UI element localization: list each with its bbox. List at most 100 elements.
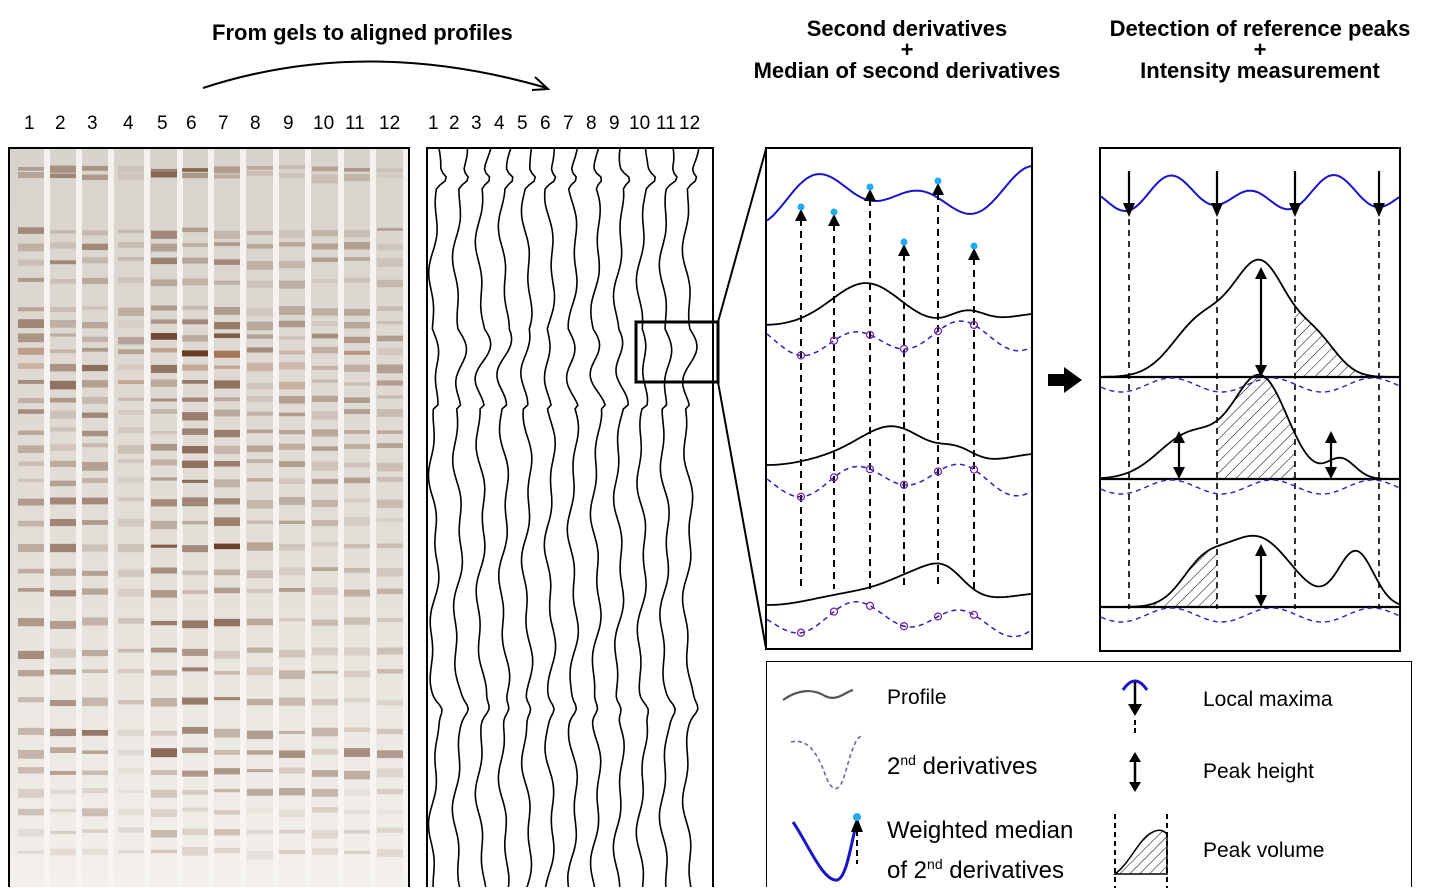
gel-band (18, 749, 44, 759)
gel-band (377, 335, 403, 342)
gel-band (279, 788, 305, 796)
gel-band (312, 347, 338, 354)
gel-band (247, 570, 273, 579)
gel-band (118, 569, 144, 578)
gel-band (151, 333, 177, 340)
gel-band (247, 750, 273, 755)
gel-band (214, 230, 240, 239)
gel-band (50, 590, 76, 597)
gel-band (18, 650, 44, 660)
gel-band (151, 477, 177, 481)
gel-band (312, 243, 338, 250)
gel-band (214, 728, 240, 738)
gel-band (182, 257, 208, 264)
gel-band (377, 827, 403, 833)
second-derivatives-panel (765, 147, 1033, 650)
second-derivative-curve (767, 320, 1031, 357)
gel-band (18, 347, 44, 355)
gel-band (82, 649, 108, 657)
gel-band (182, 172, 208, 179)
gel-band (18, 243, 44, 252)
right-arrow-icon (1048, 367, 1082, 393)
gel-band (214, 697, 240, 701)
gel-band (50, 480, 76, 487)
derivative-point (899, 622, 909, 631)
profile-line (658, 149, 678, 887)
gel-band (151, 520, 177, 530)
gel-lane-gap (273, 149, 279, 887)
gel-band (279, 461, 305, 467)
gel-band (18, 171, 44, 179)
gel-band (344, 462, 370, 468)
gel-band (151, 305, 177, 311)
gel-band (182, 520, 208, 525)
gel-band (377, 462, 403, 472)
gel-band (377, 174, 403, 178)
gel-band (151, 364, 177, 373)
gel-band (151, 243, 177, 252)
gel-band (182, 278, 208, 286)
gel-band (377, 809, 403, 815)
gel-band (50, 700, 76, 707)
gel-band (312, 166, 338, 172)
gel-band (18, 430, 44, 435)
gel-band (18, 498, 44, 506)
gel-band (50, 165, 76, 173)
maxima-dot (970, 242, 978, 250)
legend-label-profile: Profile (887, 686, 947, 709)
peak-volume-area (1129, 546, 1217, 607)
gel-band (82, 396, 108, 404)
gel-band (151, 409, 177, 414)
gel-band (344, 498, 370, 503)
gel-band (118, 588, 144, 597)
gel-band (18, 227, 44, 234)
gel-band (377, 477, 403, 482)
gel-band (182, 697, 208, 705)
gel-band (18, 788, 44, 798)
gel-band (279, 697, 305, 706)
gel-band (247, 260, 273, 270)
gel-lane-gap (240, 149, 246, 887)
gel-band (214, 768, 240, 775)
gel-band (279, 520, 305, 525)
gel-band (312, 446, 338, 451)
gel-band (50, 349, 76, 354)
arrow-up-icon (795, 209, 807, 221)
gel-band (279, 381, 305, 390)
gel-band (279, 412, 305, 417)
legend-label-weighted-median-2: of 2nd derivatives (887, 856, 1064, 884)
gel-band (344, 477, 370, 484)
gel-band (312, 499, 338, 508)
gel-band (50, 728, 76, 737)
arrow-down-icon (1211, 203, 1223, 217)
gel-band (279, 850, 305, 854)
gel-band (50, 410, 76, 419)
gel-band (151, 257, 177, 265)
gel-band (118, 789, 144, 794)
gel-band (82, 544, 108, 552)
gel-band (151, 809, 177, 818)
gel-band (312, 748, 338, 755)
aligned-profiles-panel (426, 147, 714, 887)
gel-band (18, 363, 44, 369)
gel-band (214, 397, 240, 402)
gel-band (82, 306, 108, 310)
derivative-point (865, 601, 875, 610)
legend-label-local-maxima: Local maxima (1203, 688, 1333, 711)
gel-band (344, 670, 370, 678)
gel-band (279, 362, 305, 370)
gel-band (182, 847, 208, 856)
gel-band (247, 647, 273, 653)
gel-band (151, 279, 177, 287)
gel-lane-gap (144, 149, 150, 887)
gel-band (50, 397, 76, 403)
gel-band (82, 520, 108, 525)
profile-lane-number: 4 (494, 113, 505, 134)
gel-band (377, 669, 403, 674)
gel-lane-number: 10 (313, 113, 335, 134)
gel-band (312, 333, 338, 339)
gel-band (247, 588, 273, 594)
gel-band (18, 543, 44, 553)
gel-band (214, 174, 240, 179)
